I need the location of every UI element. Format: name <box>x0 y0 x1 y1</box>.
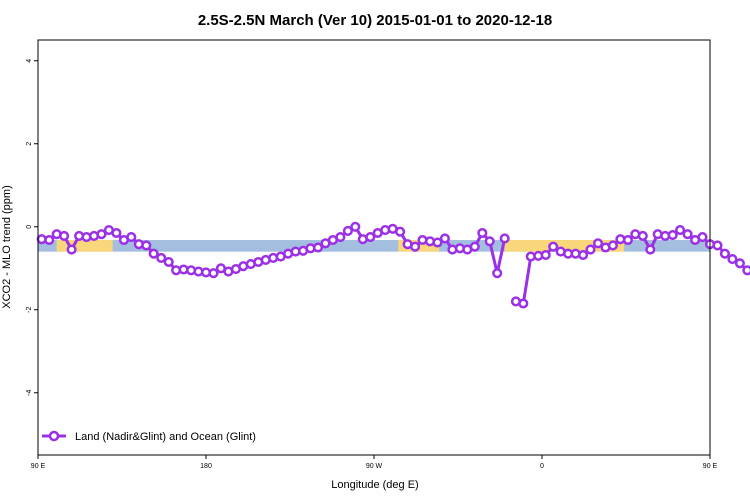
data-point <box>548 241 559 252</box>
data-point <box>675 225 686 236</box>
data-point <box>432 237 443 248</box>
y-tick-label: -4 <box>26 390 33 396</box>
data-point <box>156 252 167 263</box>
chart-title: 2.5S-2.5N March (Ver 10) 2015-01-01 to 2… <box>198 12 552 29</box>
x-tick-label: 90 E <box>31 463 46 470</box>
x-axis: 90 E 180 90 W 0 90 E <box>31 455 718 470</box>
data-point <box>148 248 159 259</box>
x-tick-label: 90 E <box>703 463 718 470</box>
data-point <box>477 227 488 239</box>
land-band-segment <box>504 240 625 252</box>
data-point <box>607 240 618 251</box>
legend-marker-swatch <box>48 430 60 442</box>
data-point <box>141 240 152 251</box>
data-point <box>163 256 174 268</box>
data-point <box>410 241 421 252</box>
data-point <box>395 226 406 237</box>
data-point <box>59 230 70 241</box>
data-point <box>492 268 503 279</box>
y-tick-label: -2 <box>26 307 33 313</box>
data-point <box>622 234 633 246</box>
data-point <box>126 232 137 243</box>
data-point <box>592 238 604 249</box>
data-point <box>44 234 55 246</box>
y-tick-label: 0 <box>26 225 33 229</box>
data-point <box>540 249 551 261</box>
data-point <box>484 236 495 247</box>
data-point <box>312 242 324 253</box>
data-point <box>335 232 346 243</box>
data-point <box>719 248 730 259</box>
data-point <box>585 244 596 255</box>
legend-label: Land (Nadir&Glint) and Ocean (Glint) <box>75 431 256 443</box>
data-point <box>469 241 480 252</box>
data-point <box>682 229 693 240</box>
x-tick-label: 0 <box>540 463 544 470</box>
ocean-band <box>38 240 710 252</box>
data-point <box>111 227 122 239</box>
data-point <box>342 225 353 236</box>
y-tick-label: 4 <box>26 59 33 63</box>
data-point <box>208 268 219 279</box>
x-axis-label: Longitude (deg E) <box>331 479 418 491</box>
data-point <box>66 244 77 255</box>
land-band-segment <box>56 240 113 252</box>
data-point <box>499 233 510 244</box>
y-axis: -4 -2 0 2 4 <box>26 59 38 396</box>
data-point <box>734 258 745 269</box>
x-tick-label: 180 <box>200 463 212 470</box>
x-tick-label: 90 W <box>366 463 383 470</box>
data-point <box>697 232 708 243</box>
data-point <box>742 265 750 276</box>
y-tick-label: 2 <box>26 142 33 146</box>
data-point <box>518 298 529 309</box>
data-point <box>578 249 589 261</box>
series-layer <box>36 221 750 309</box>
data-point <box>439 233 450 244</box>
data-point <box>727 254 738 265</box>
data-point <box>350 221 361 232</box>
data-point <box>667 230 678 241</box>
data-point <box>645 244 656 255</box>
data-point <box>365 232 376 243</box>
legend: Land (Nadir&Glint) and Ocean (Glint) <box>42 430 256 443</box>
y-axis-label: XCO2 - MLO trend (ppm) <box>1 185 13 308</box>
data-point <box>712 240 723 251</box>
data-point <box>637 230 648 241</box>
data-point <box>96 229 107 240</box>
